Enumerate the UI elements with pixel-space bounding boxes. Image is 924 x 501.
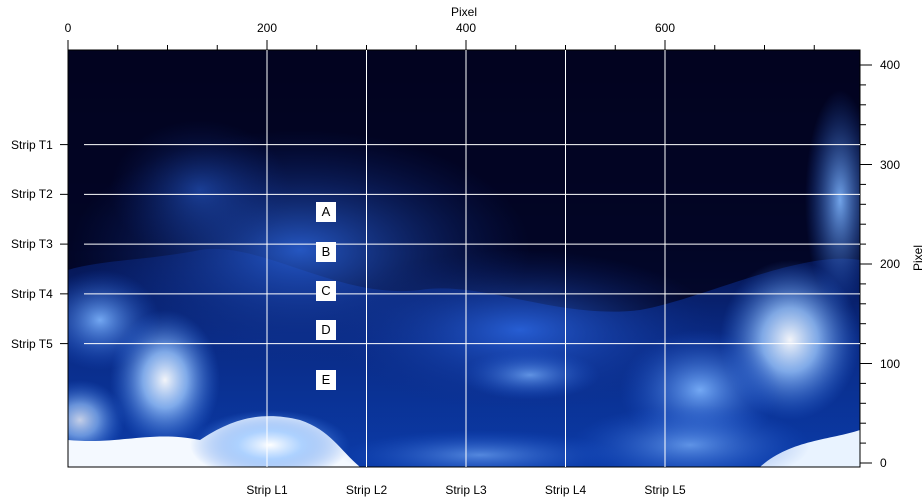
region-marker-d: D [316, 320, 336, 340]
top-axis-tick-label: 400 [455, 21, 477, 35]
right-axis-tick-label: 400 [880, 58, 901, 72]
strip-label-t5: Strip T5 [11, 336, 53, 351]
strip-label-l1: Strip L1 [246, 483, 288, 497]
strip-label-l3: Strip L3 [445, 483, 487, 497]
region-marker-c: C [316, 281, 336, 301]
strip-label-l2: Strip L2 [345, 483, 388, 497]
axis-ticks [67, 40, 872, 464]
top-axis-tick-label: 600 [654, 21, 676, 35]
region-marker-b: B [316, 242, 336, 262]
top-axis-tick-label: 200 [256, 21, 278, 35]
strip-label-l4: Strip L4 [544, 483, 587, 497]
strip-label-l5: Strip L5 [644, 483, 686, 497]
strip-label-t3: Strip T3 [11, 237, 53, 252]
strip-label-t2: Strip T2 [11, 187, 53, 202]
right-axis-tick-label: 200 [880, 257, 901, 271]
right-axis-title: Pixel [911, 244, 924, 272]
region-marker-a: A [316, 202, 336, 222]
right-axis-tick-label: 0 [880, 456, 887, 470]
top-axis-tick-label: 0 [64, 21, 72, 35]
strip-lines [60, 50, 860, 467]
top-axis-title: Pixel [450, 5, 478, 19]
strip-label-t4: Strip T4 [11, 286, 53, 301]
right-axis-tick-label: 100 [880, 356, 901, 371]
region-marker-e: E [316, 370, 336, 390]
image-content [68, 50, 860, 467]
right-axis-tick-label: 300 [880, 157, 901, 172]
strip-label-t1: Strip T1 [11, 137, 53, 152]
